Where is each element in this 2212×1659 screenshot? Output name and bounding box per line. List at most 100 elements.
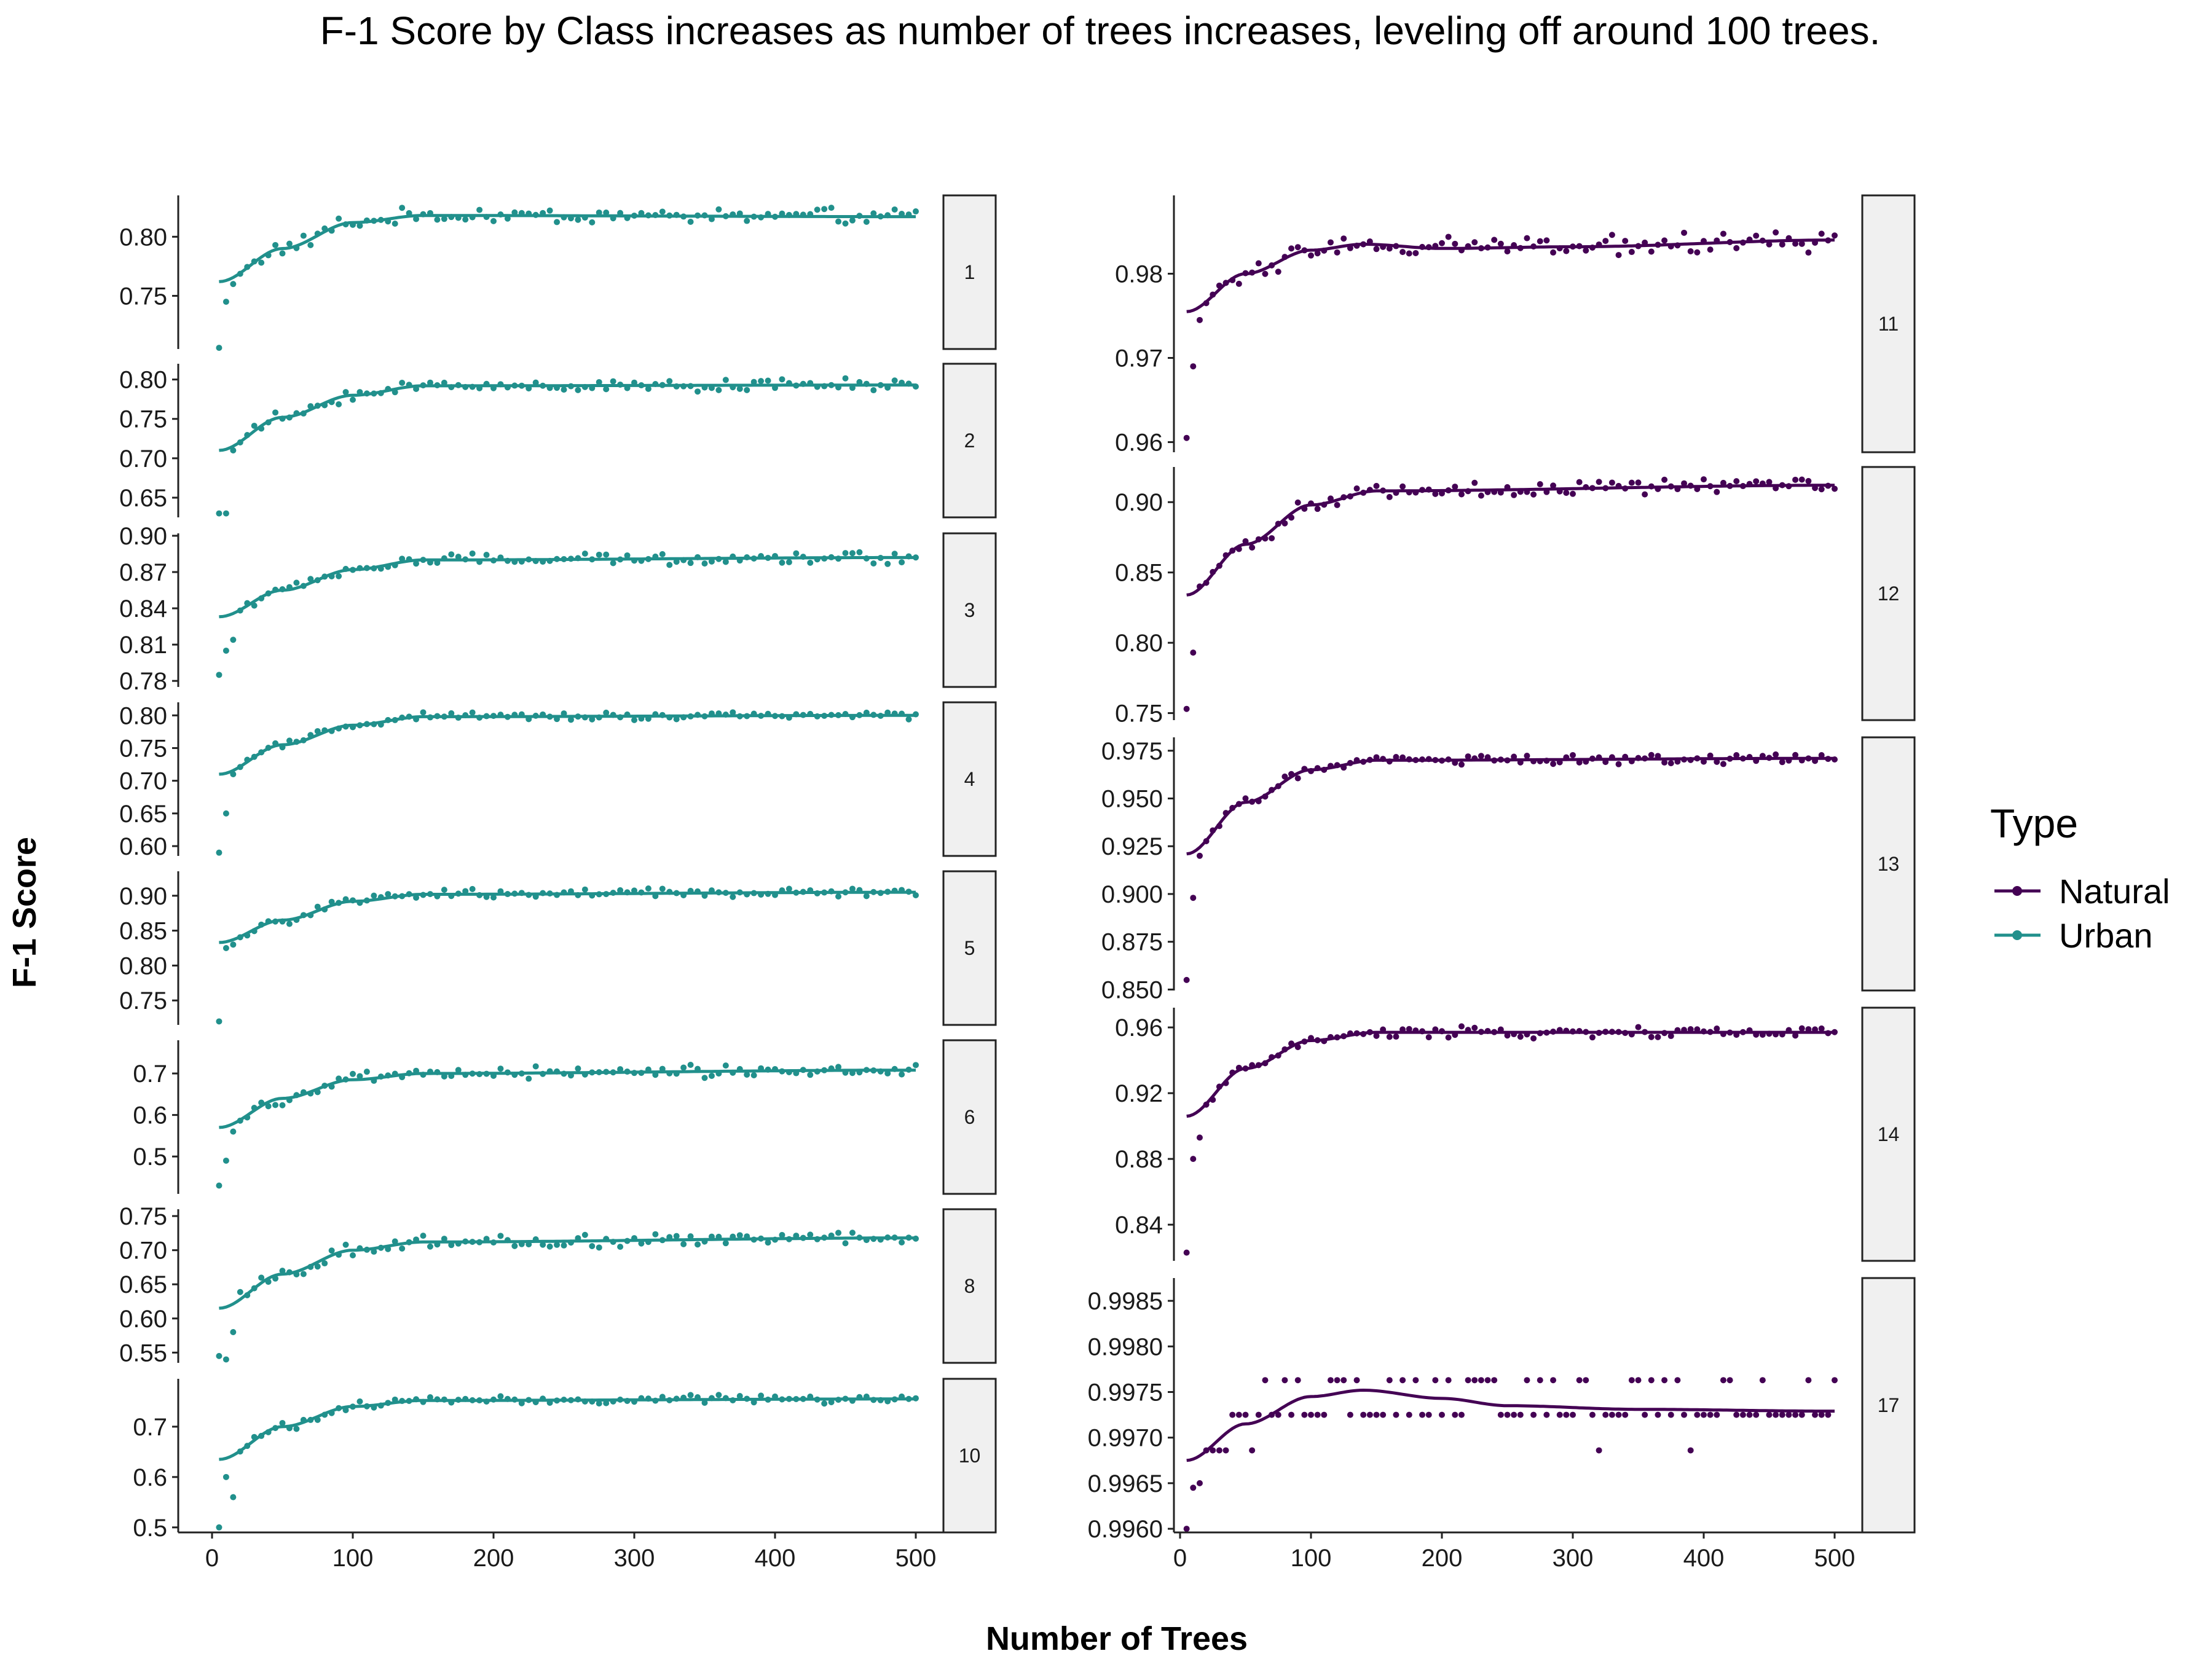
y-tick-label: 0.9985 (1088, 1288, 1163, 1315)
facet-strip (1861, 736, 1916, 992)
data-point (1183, 1249, 1190, 1256)
data-point (785, 559, 792, 565)
data-point (1661, 1377, 1668, 1384)
data-point (673, 1233, 680, 1239)
data-point (497, 1233, 504, 1239)
data-point (497, 1065, 504, 1072)
facet-strip (942, 194, 997, 350)
data-point (1530, 1411, 1537, 1418)
panel-10: 0.5 0.6 0.7 10 (133, 1378, 997, 1542)
data-point (1235, 1411, 1242, 1418)
data-point (1792, 1032, 1799, 1039)
data-point (835, 218, 842, 225)
data-point (652, 1231, 659, 1237)
data-point (222, 299, 229, 305)
data-point (807, 1072, 814, 1078)
data-point (1242, 795, 1249, 802)
data-point (1386, 493, 1393, 500)
panel-6: 0.5 0.6 0.7 6 (133, 1039, 997, 1195)
data-point (596, 551, 602, 558)
data-point (1497, 240, 1504, 247)
data-point (1753, 478, 1760, 485)
data-point (1805, 249, 1812, 256)
data-point (730, 893, 736, 900)
data-point (230, 1494, 237, 1500)
data-point (356, 1073, 363, 1080)
data-point (1478, 1377, 1484, 1384)
points-10 (216, 1392, 919, 1531)
trend-line (219, 214, 916, 283)
data-point (420, 709, 427, 716)
data-point (1720, 230, 1726, 237)
data-point (511, 209, 518, 216)
data-point (1674, 1377, 1681, 1384)
data-point (1517, 1033, 1524, 1040)
data-point (1373, 1032, 1380, 1039)
data-point (1667, 760, 1674, 767)
data-point (1556, 1411, 1563, 1418)
data-point (1687, 248, 1694, 255)
data-point (913, 208, 919, 215)
data-point (1792, 1411, 1799, 1418)
facet-strip-label: 4 (964, 768, 975, 790)
facet-strip-label: 1 (964, 261, 975, 283)
data-point (905, 716, 912, 723)
data-point (1635, 1377, 1642, 1384)
facet-strip-label: 11 (1878, 313, 1899, 335)
data-point (350, 1252, 356, 1259)
data-point (1805, 1026, 1812, 1033)
data-point (222, 1356, 229, 1363)
data-point (1432, 490, 1439, 497)
data-point (1622, 238, 1629, 245)
data-point (758, 378, 765, 385)
data-point (490, 894, 497, 901)
data-point (1694, 1411, 1701, 1418)
data-point (842, 1240, 849, 1247)
data-point (1773, 1411, 1779, 1418)
data-point (1308, 1411, 1314, 1418)
data-point (1222, 1447, 1229, 1454)
data-point (891, 206, 898, 213)
data-point (1753, 232, 1760, 239)
data-point (1733, 1411, 1740, 1418)
data-point (420, 1233, 427, 1239)
data-point (1190, 1484, 1197, 1491)
data-point (216, 510, 222, 517)
data-point (476, 206, 483, 213)
data-point (821, 1400, 828, 1407)
data-point (363, 1069, 370, 1075)
data-point (617, 1244, 624, 1250)
x-tick-label: 300 (1553, 1545, 1594, 1572)
data-point (1798, 1025, 1805, 1032)
data-point (603, 386, 610, 393)
data-point (730, 709, 736, 716)
y-tick-label: 0.85 (119, 918, 167, 945)
data-point (286, 240, 293, 247)
y-tick-label: 0.5 (133, 1143, 167, 1171)
data-point (870, 210, 877, 217)
data-point (1190, 649, 1197, 656)
data-point (230, 637, 237, 643)
data-point (1425, 1411, 1432, 1418)
facet-strip (1861, 1006, 1916, 1262)
data-point (1269, 535, 1275, 541)
data-point (1805, 1377, 1812, 1384)
data-point (1798, 240, 1805, 247)
data-point (216, 1018, 222, 1025)
data-point (1583, 247, 1589, 254)
data-point (1832, 232, 1838, 239)
y-tick-label: 0.925 (1101, 833, 1163, 860)
data-point (1589, 1034, 1596, 1041)
y-tick-label: 0.75 (1115, 700, 1163, 728)
data-point (1628, 249, 1635, 256)
data-point (1196, 316, 1203, 323)
data-point (596, 378, 602, 385)
data-point (1773, 751, 1779, 758)
data-point (1779, 1411, 1785, 1418)
data-point (680, 1064, 687, 1071)
data-point (1497, 1411, 1504, 1418)
y-tick-label: 0.75 (119, 987, 167, 1014)
chart-title: F-1 Score by Class increases as number o… (320, 9, 1881, 53)
data-point (744, 218, 750, 224)
data-point (1281, 773, 1288, 780)
